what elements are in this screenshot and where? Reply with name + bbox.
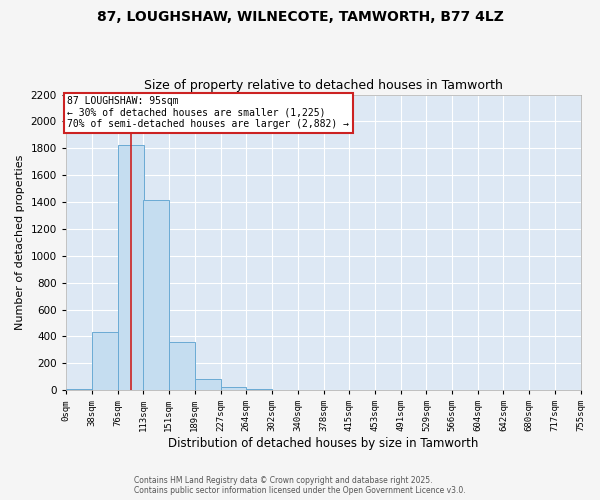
Text: 87, LOUGHSHAW, WILNECOTE, TAMWORTH, B77 4LZ: 87, LOUGHSHAW, WILNECOTE, TAMWORTH, B77 … — [97, 10, 503, 24]
Bar — [246, 389, 272, 390]
Title: Size of property relative to detached houses in Tamworth: Size of property relative to detached ho… — [144, 79, 503, 92]
Bar — [169, 342, 194, 390]
X-axis label: Distribution of detached houses by size in Tamworth: Distribution of detached houses by size … — [168, 437, 478, 450]
Bar — [92, 332, 118, 390]
Text: 87 LOUGHSHAW: 95sqm
← 30% of detached houses are smaller (1,225)
70% of semi-det: 87 LOUGHSHAW: 95sqm ← 30% of detached ho… — [67, 96, 349, 129]
Bar — [143, 200, 169, 390]
Bar — [194, 380, 221, 390]
Text: Contains HM Land Registry data © Crown copyright and database right 2025.
Contai: Contains HM Land Registry data © Crown c… — [134, 476, 466, 495]
Y-axis label: Number of detached properties: Number of detached properties — [15, 154, 25, 330]
Bar — [221, 388, 247, 390]
Bar — [66, 389, 92, 390]
Bar — [118, 145, 143, 390]
